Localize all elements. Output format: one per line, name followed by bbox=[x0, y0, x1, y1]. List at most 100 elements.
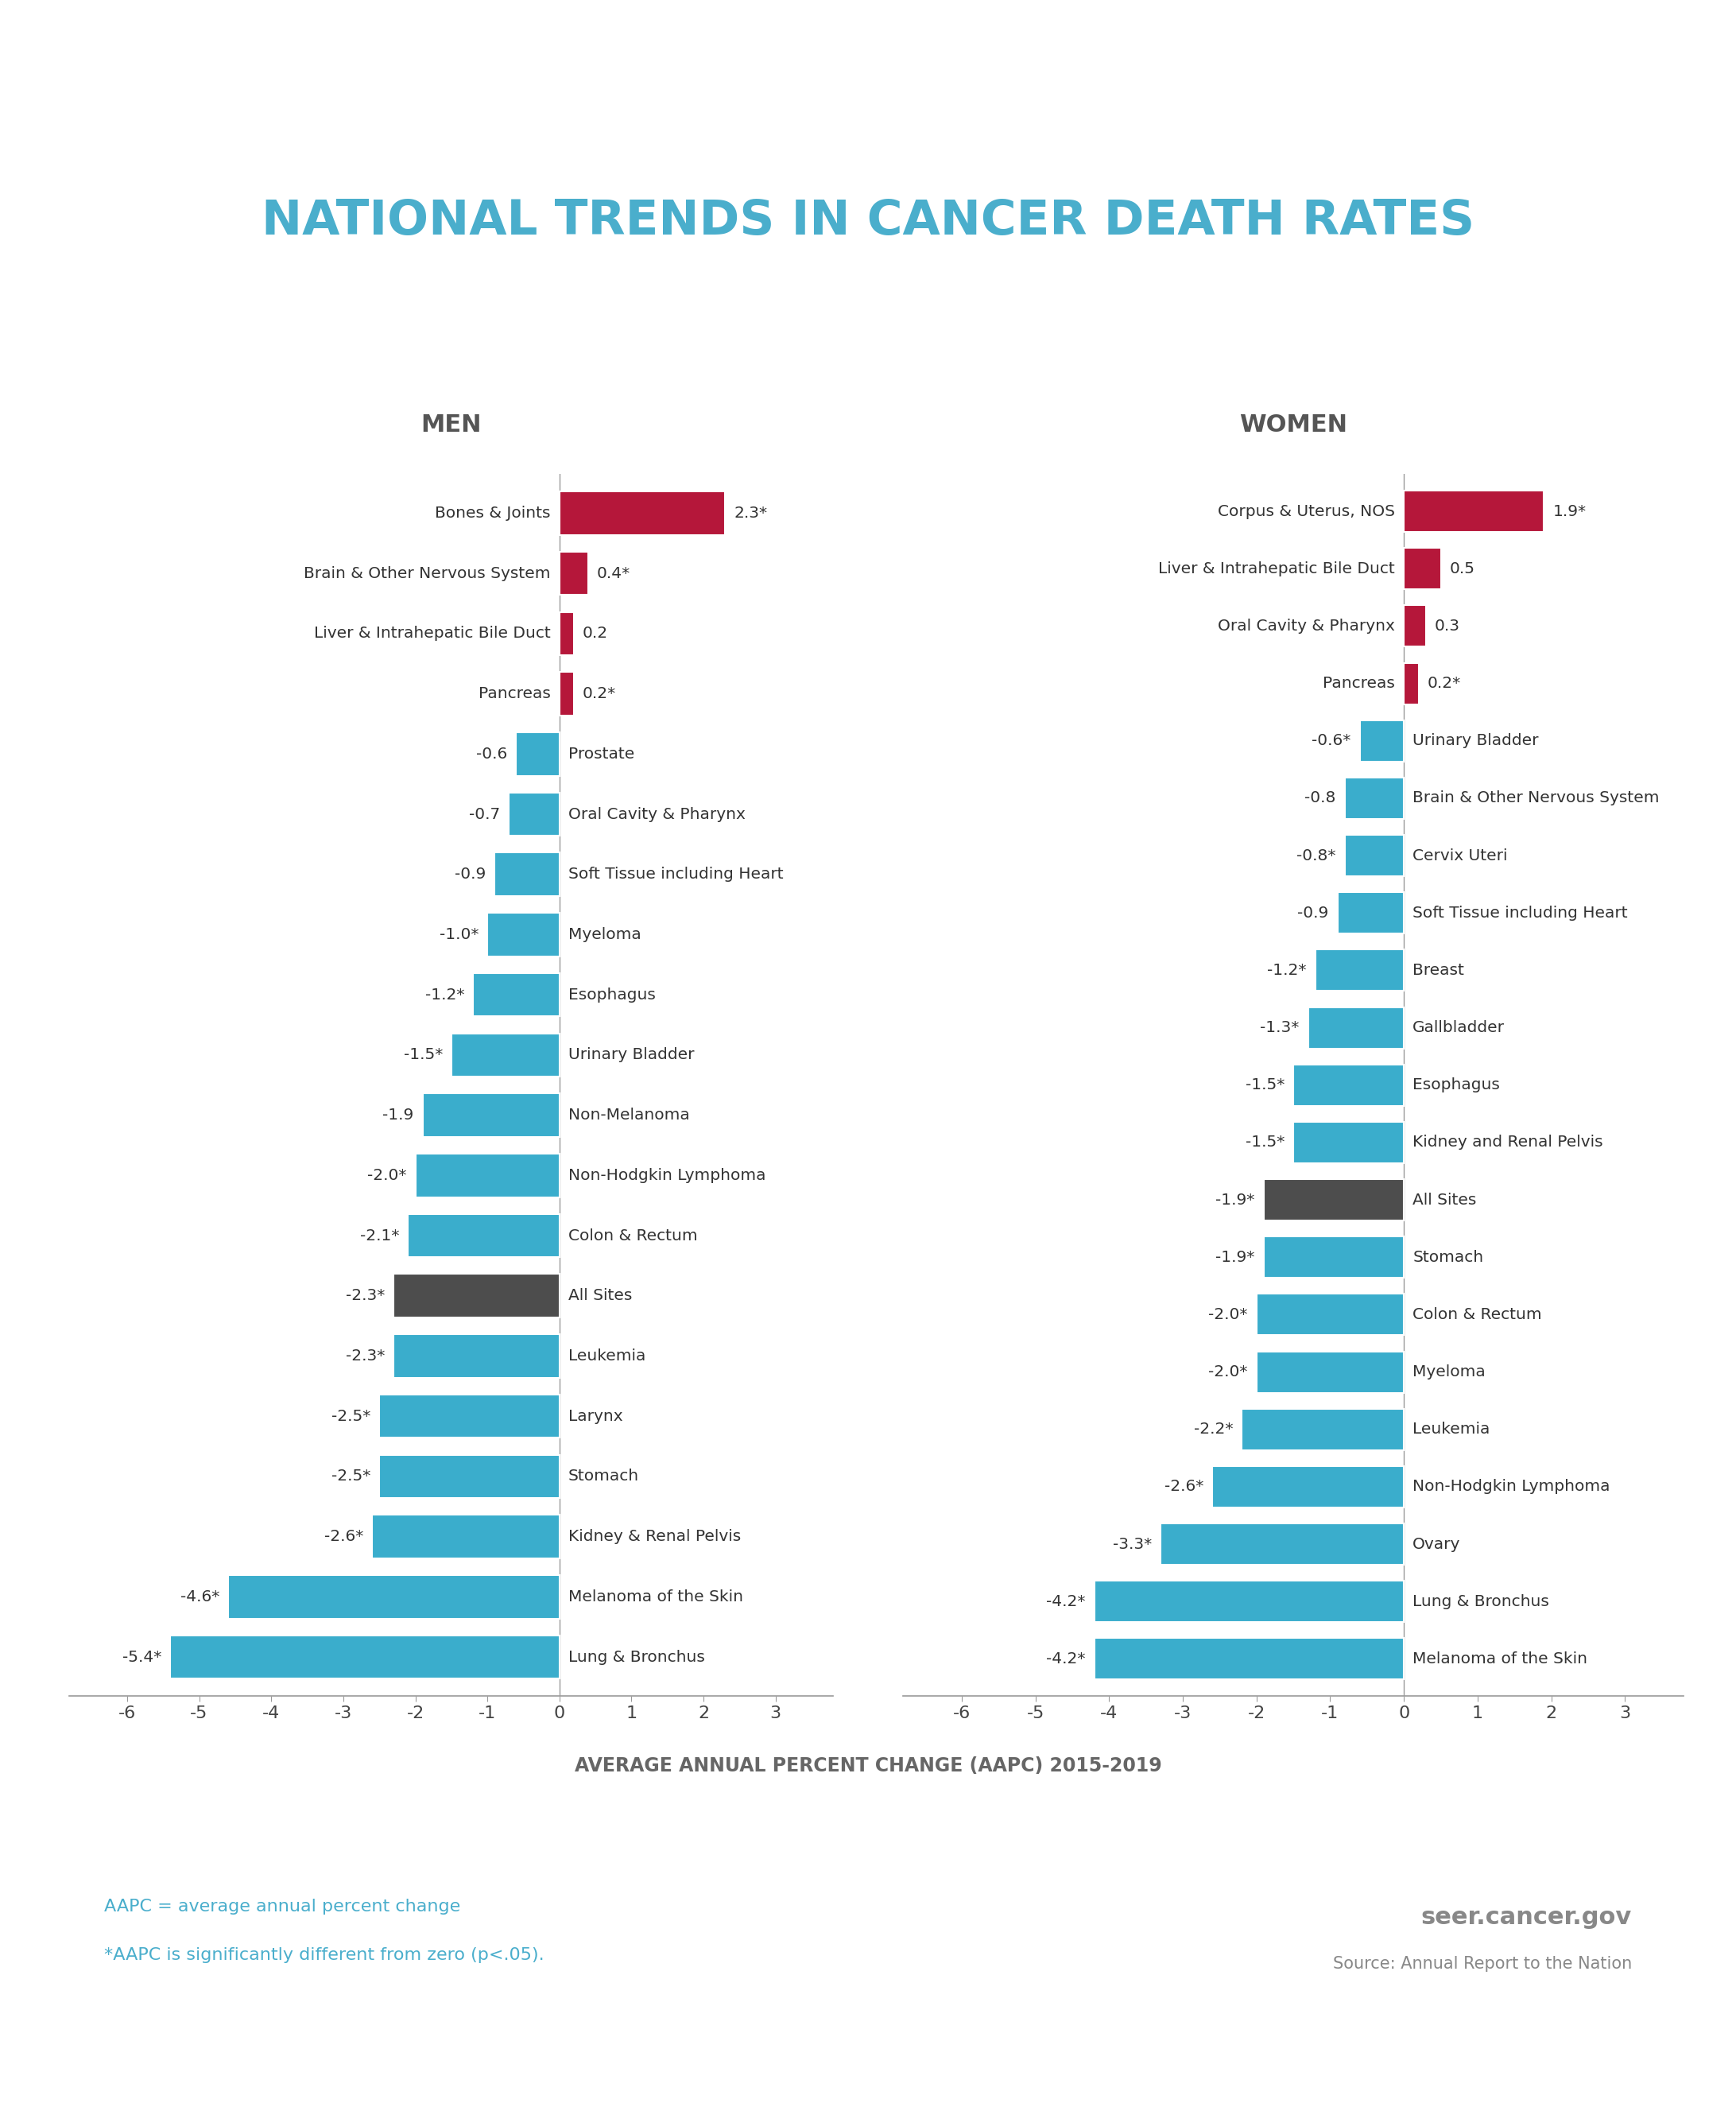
Text: -2.1*: -2.1* bbox=[359, 1228, 399, 1243]
Bar bbox=[1257, 1294, 1404, 1336]
Text: Ovary: Ovary bbox=[1413, 1536, 1460, 1551]
Bar bbox=[559, 491, 726, 535]
Text: Myeloma: Myeloma bbox=[568, 927, 641, 942]
Text: -4.2*: -4.2* bbox=[1047, 1652, 1085, 1667]
Text: Larynx: Larynx bbox=[568, 1410, 623, 1424]
Bar bbox=[559, 552, 589, 594]
Text: Pancreas: Pancreas bbox=[479, 687, 550, 702]
Bar bbox=[415, 1155, 559, 1197]
Text: All Sites: All Sites bbox=[1413, 1193, 1477, 1207]
Text: Oral Cavity & Pharynx: Oral Cavity & Pharynx bbox=[568, 807, 745, 822]
Text: Leukemia: Leukemia bbox=[568, 1348, 646, 1363]
Text: Brain & Other Nervous System: Brain & Other Nervous System bbox=[304, 567, 550, 582]
Text: Stomach: Stomach bbox=[1413, 1249, 1484, 1264]
Text: 0.3: 0.3 bbox=[1436, 619, 1460, 634]
Text: Kidney & Renal Pelvis: Kidney & Renal Pelvis bbox=[568, 1530, 741, 1544]
Text: 0.5: 0.5 bbox=[1450, 560, 1476, 577]
Bar bbox=[1293, 1121, 1404, 1163]
Bar bbox=[509, 792, 559, 836]
Text: -1.0*: -1.0* bbox=[439, 927, 479, 942]
Text: 2.3*: 2.3* bbox=[734, 506, 767, 520]
Text: Liver & Intrahepatic Bile Duct: Liver & Intrahepatic Bile Duct bbox=[314, 626, 550, 641]
Text: Soft Tissue including Heart: Soft Tissue including Heart bbox=[1413, 906, 1628, 921]
Bar bbox=[422, 1094, 559, 1138]
Text: NATIONAL TRENDS IN CANCER DEATH RATES: NATIONAL TRENDS IN CANCER DEATH RATES bbox=[262, 198, 1474, 244]
Text: seer.cancer.gov: seer.cancer.gov bbox=[1422, 1907, 1632, 1928]
Text: -0.9: -0.9 bbox=[1297, 906, 1328, 921]
Text: -1.9*: -1.9* bbox=[1215, 1249, 1255, 1264]
Text: -2.5*: -2.5* bbox=[332, 1469, 372, 1483]
Text: -0.9: -0.9 bbox=[455, 866, 486, 883]
Text: 0.2*: 0.2* bbox=[583, 687, 616, 702]
Bar bbox=[1241, 1410, 1404, 1450]
Bar bbox=[1345, 834, 1404, 877]
Text: All Sites: All Sites bbox=[568, 1287, 632, 1304]
Text: Cervix Uteri: Cervix Uteri bbox=[1413, 847, 1507, 864]
Text: -2.3*: -2.3* bbox=[345, 1287, 385, 1304]
Bar bbox=[1212, 1466, 1404, 1507]
Text: -0.8*: -0.8* bbox=[1297, 847, 1337, 864]
Text: Colon & Rectum: Colon & Rectum bbox=[568, 1228, 698, 1243]
Text: Non-Hodgkin Lymphoma: Non-Hodgkin Lymphoma bbox=[568, 1167, 766, 1182]
Text: -1.2*: -1.2* bbox=[425, 988, 464, 1003]
Bar bbox=[378, 1454, 559, 1498]
Text: -2.0*: -2.0* bbox=[1208, 1306, 1248, 1323]
Text: Liver & Intrahepatic Bile Duct: Liver & Intrahepatic Bile Duct bbox=[1158, 560, 1396, 577]
Text: AAPC = average annual percent change: AAPC = average annual percent change bbox=[104, 1898, 460, 1915]
Text: Melanoma of the Skin: Melanoma of the Skin bbox=[568, 1589, 743, 1603]
Bar bbox=[1307, 1007, 1404, 1049]
Bar bbox=[1094, 1580, 1404, 1622]
Text: -2.6*: -2.6* bbox=[1165, 1479, 1203, 1494]
Text: -4.6*: -4.6* bbox=[181, 1589, 219, 1603]
Text: WOMEN: WOMEN bbox=[1240, 413, 1347, 436]
Bar bbox=[559, 672, 575, 716]
Text: Corpus & Uterus, NOS: Corpus & Uterus, NOS bbox=[1217, 504, 1396, 518]
Bar bbox=[394, 1334, 559, 1378]
Bar bbox=[372, 1515, 559, 1559]
Text: -1.9*: -1.9* bbox=[1215, 1193, 1255, 1207]
Text: -2.5*: -2.5* bbox=[332, 1410, 372, 1424]
Text: -1.5*: -1.5* bbox=[1245, 1077, 1285, 1094]
Text: MEN: MEN bbox=[420, 413, 483, 436]
Bar bbox=[378, 1395, 559, 1437]
Text: -1.5*: -1.5* bbox=[1245, 1136, 1285, 1150]
Bar bbox=[1404, 548, 1441, 590]
Bar bbox=[1337, 893, 1404, 933]
Text: Lung & Bronchus: Lung & Bronchus bbox=[1413, 1593, 1549, 1610]
Text: -0.7: -0.7 bbox=[469, 807, 500, 822]
Text: -0.6: -0.6 bbox=[476, 746, 507, 761]
Text: Leukemia: Leukemia bbox=[1413, 1422, 1489, 1437]
Bar bbox=[170, 1635, 559, 1679]
Text: -2.0*: -2.0* bbox=[368, 1167, 406, 1182]
Text: 0.4*: 0.4* bbox=[597, 567, 630, 582]
Text: -1.3*: -1.3* bbox=[1260, 1020, 1299, 1035]
Text: Lung & Bronchus: Lung & Bronchus bbox=[568, 1650, 705, 1665]
Text: -2.0*: -2.0* bbox=[1208, 1365, 1248, 1380]
Bar bbox=[472, 973, 559, 1016]
Text: *AAPC is significantly different from zero (p<.05).: *AAPC is significantly different from ze… bbox=[104, 1947, 543, 1964]
Text: Kidney and Renal Pelvis: Kidney and Renal Pelvis bbox=[1413, 1136, 1602, 1150]
Text: 0.2: 0.2 bbox=[583, 626, 608, 641]
Bar bbox=[1161, 1523, 1404, 1566]
Text: -0.6*: -0.6* bbox=[1312, 733, 1351, 748]
Text: Brain & Other Nervous System: Brain & Other Nervous System bbox=[1413, 790, 1660, 805]
Text: Urinary Bladder: Urinary Bladder bbox=[1413, 733, 1538, 748]
Text: -1.5*: -1.5* bbox=[403, 1047, 443, 1062]
Bar bbox=[1345, 777, 1404, 820]
Bar bbox=[227, 1576, 559, 1618]
Bar bbox=[1264, 1180, 1404, 1220]
Bar bbox=[488, 912, 559, 957]
Bar bbox=[1404, 664, 1418, 704]
Bar bbox=[559, 611, 575, 655]
Text: Breast: Breast bbox=[1413, 963, 1463, 978]
Text: Prostate: Prostate bbox=[568, 746, 634, 761]
Text: AVERAGE ANNUAL PERCENT CHANGE (AAPC) 2015-2019: AVERAGE ANNUAL PERCENT CHANGE (AAPC) 201… bbox=[575, 1755, 1161, 1776]
Bar bbox=[451, 1032, 559, 1077]
Text: Esophagus: Esophagus bbox=[1413, 1077, 1500, 1094]
Text: -2.6*: -2.6* bbox=[325, 1530, 363, 1544]
Text: Oral Cavity & Pharynx: Oral Cavity & Pharynx bbox=[1219, 619, 1396, 634]
Text: Urinary Bladder: Urinary Bladder bbox=[568, 1047, 694, 1062]
Text: Bones & Joints: Bones & Joints bbox=[436, 506, 550, 520]
Bar bbox=[1264, 1237, 1404, 1277]
Text: Soft Tissue including Heart: Soft Tissue including Heart bbox=[568, 866, 783, 883]
